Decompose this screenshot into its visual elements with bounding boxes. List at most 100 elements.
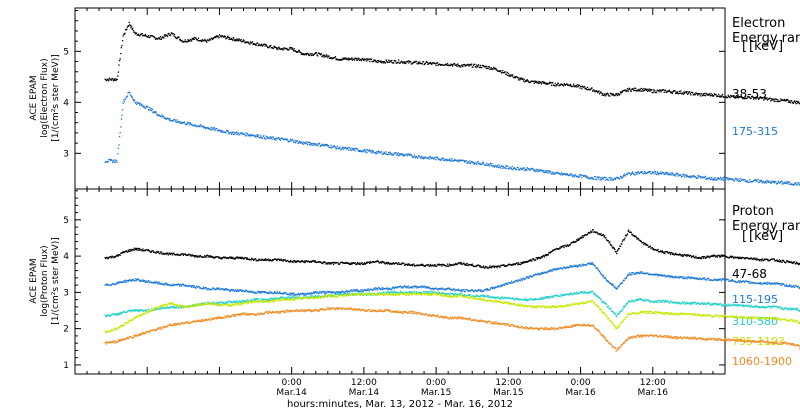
electron-point: [637, 88, 639, 91]
proton-point: [282, 292, 285, 294]
proton-point: [619, 245, 622, 247]
proton-point: [349, 263, 351, 265]
electron-point: [318, 143, 320, 145]
electron-point: [619, 91, 622, 93]
electron-point: [319, 145, 321, 147]
proton-point: [627, 273, 629, 276]
proton-point: [688, 254, 690, 256]
proton-point: [198, 256, 200, 258]
electron-point: [545, 171, 548, 173]
proton-point: [222, 257, 224, 259]
electron-point: [787, 181, 790, 183]
electron-point: [761, 180, 763, 183]
electron-point: [749, 96, 751, 98]
electron-point: [200, 124, 202, 126]
electron-point: [276, 47, 278, 49]
electron-point: [621, 176, 624, 179]
proton-point: [789, 261, 791, 263]
electron-point: [700, 177, 702, 179]
proton-point: [182, 253, 184, 255]
electron-point: [635, 171, 637, 174]
proton-point: [264, 259, 266, 261]
proton-point: [783, 283, 785, 285]
proton-legend-115-195: 115-195: [732, 293, 778, 306]
electron-point: [458, 159, 460, 161]
proton-point: [597, 268, 599, 270]
proton-point: [108, 314, 110, 316]
electron-point: [118, 60, 121, 62]
electron-point: [579, 175, 581, 178]
electron-point: [204, 38, 206, 41]
electron-point: [282, 49, 284, 51]
electron-point: [763, 99, 765, 101]
electron-point: [247, 42, 250, 44]
electron-point: [578, 84, 580, 87]
electron-point: [552, 172, 555, 174]
proton-point: [297, 293, 299, 296]
proton-point: [479, 266, 481, 268]
electron-point: [330, 147, 333, 149]
electron-point: [688, 176, 691, 178]
proton-point: [122, 311, 124, 314]
electron-point: [204, 127, 207, 130]
electron-point: [403, 153, 405, 156]
proton-point: [589, 262, 591, 264]
proton-point: [316, 292, 318, 294]
proton-point: [282, 260, 284, 262]
proton-point: [166, 252, 169, 255]
proton-point: [714, 256, 717, 258]
electron-point: [121, 45, 123, 47]
proton-point: [370, 288, 373, 291]
electron-point: [412, 61, 414, 64]
electron-point: [159, 36, 162, 38]
proton-point: [355, 289, 357, 291]
electron-point: [645, 89, 648, 91]
electron-point: [174, 119, 176, 121]
proton-point: [666, 251, 669, 253]
proton-point: [121, 251, 124, 254]
electron-point: [118, 135, 121, 138]
proton-point: [111, 255, 113, 257]
proton-point: [434, 263, 436, 266]
proton-point: [792, 262, 795, 264]
electron-point: [682, 93, 684, 95]
proton-point: [633, 234, 635, 237]
electron-point: [690, 176, 692, 179]
electron-point: [442, 157, 444, 160]
electron-point: [729, 96, 731, 99]
electron-point: [458, 64, 461, 67]
proton-point: [738, 280, 740, 282]
electron-point: [714, 178, 716, 181]
electron-point: [400, 61, 402, 64]
electron-point: [133, 100, 136, 102]
electron-point: [548, 81, 551, 83]
proton-point: [302, 293, 304, 296]
electron-point: [601, 94, 603, 96]
proton-point: [342, 290, 344, 293]
proton-point: [618, 285, 620, 287]
proton-point: [659, 273, 661, 276]
electron-point: [795, 182, 797, 185]
proton-point: [652, 248, 654, 251]
proton-point: [203, 302, 205, 304]
electron-point: [422, 61, 425, 63]
electron-point: [408, 62, 410, 64]
electron-point: [618, 94, 620, 96]
electron-point: [421, 62, 423, 65]
proton-point: [617, 286, 619, 288]
electron-point: [470, 63, 473, 65]
electron-point: [560, 173, 562, 175]
electron-point: [510, 168, 513, 170]
electron-point: [400, 153, 402, 155]
electron-point: [112, 80, 114, 82]
electron-point: [117, 153, 119, 155]
proton-point: [289, 261, 291, 263]
electron-point: [417, 157, 419, 159]
proton-point: [288, 294, 290, 296]
electron-point: [110, 159, 113, 161]
electron-point: [144, 107, 147, 109]
proton-point: [393, 263, 395, 265]
proton-point: [356, 290, 358, 292]
electron-point: [265, 138, 267, 140]
proton-point: [359, 291, 361, 293]
